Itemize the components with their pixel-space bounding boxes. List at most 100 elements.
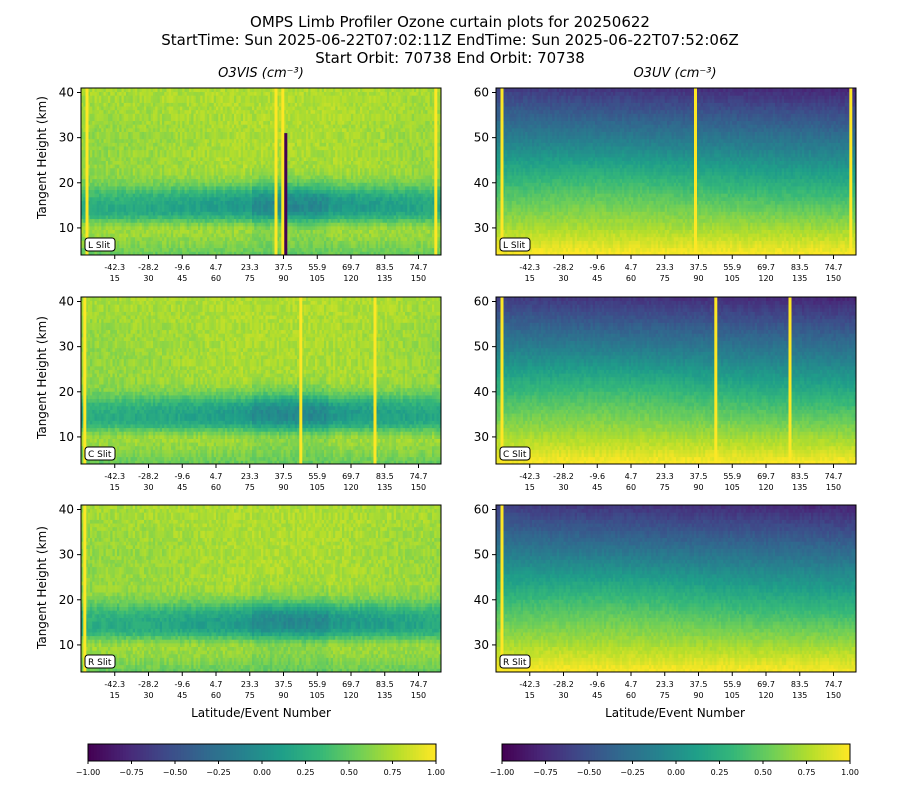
colorbar-tick-label: −0.25	[620, 768, 645, 777]
colorbar-swatch	[574, 744, 578, 761]
colorbar-swatch	[792, 744, 796, 761]
colorbar-swatch	[525, 744, 529, 761]
x-tick-latitude: 83.5	[791, 472, 809, 481]
colorbar-swatch	[380, 744, 385, 761]
axes-frame	[80, 296, 442, 465]
x-tick-event: 90	[278, 483, 288, 492]
x-tick-event: 15	[110, 691, 120, 700]
colorbar-swatch	[832, 744, 836, 761]
colorbar-swatch	[357, 744, 362, 761]
colorbar-swatch	[847, 744, 851, 761]
colorbar-swatch	[407, 744, 411, 761]
colorbar-swatch	[739, 744, 744, 761]
slit-label-box	[84, 237, 116, 252]
colorbar-swatch	[360, 744, 364, 761]
x-tick-event: 30	[143, 274, 153, 283]
colorbar-tick-label: 0.75	[798, 768, 816, 777]
x-tick-event: 120	[758, 274, 773, 283]
colorbar-swatch	[684, 744, 689, 761]
slit-label-box	[499, 237, 531, 252]
x-tick-event: 90	[693, 274, 703, 283]
heatmap-o3uv-r-slit: 30 40 50 60 -42.3 15 -28.2 30 -9.6 45 4.7 60 23.3 75 3…	[474, 503, 857, 700]
colorbar-swatch	[143, 744, 147, 761]
colorbar-swatch	[125, 744, 130, 761]
colorbar-swatch	[818, 744, 822, 761]
colorbar-swatch	[90, 744, 95, 761]
colorbar-swatch	[516, 744, 520, 761]
x-tick-latitude: 69.7	[757, 263, 775, 272]
x-tick-latitude: 4.7	[210, 472, 223, 481]
x-tick-latitude: -28.2	[138, 680, 159, 689]
x-tick-latitude: 4.7	[625, 472, 638, 481]
y-tick-label: 20	[59, 176, 74, 190]
colorbar-swatch	[803, 744, 807, 761]
y-tick-label: 40	[474, 593, 489, 607]
colorbar-swatch	[375, 744, 379, 761]
colorbar-swatch	[528, 744, 532, 761]
colorbar-swatch	[186, 744, 190, 761]
colorbar-swatch	[835, 744, 839, 761]
x-tick-latitude: 69.7	[757, 472, 775, 481]
colorbar-swatch	[412, 744, 417, 761]
colorbar-swatch	[337, 744, 341, 761]
colorbar-swatch	[783, 744, 787, 761]
y-tick-label: 30	[59, 548, 74, 562]
x-tick-latitude: 83.5	[791, 263, 809, 272]
colorbar-swatch	[279, 744, 283, 761]
colorbar-swatch	[305, 744, 309, 761]
colorbar-swatch	[557, 744, 561, 761]
colorbar-swatch	[293, 744, 298, 761]
colorbar-swatch	[609, 744, 613, 761]
x-tick-event: 75	[245, 483, 255, 492]
colorbar-swatch	[299, 744, 304, 761]
colorbar-swatch	[244, 744, 248, 761]
colorbar-swatch	[270, 744, 275, 761]
colorbar-swatch	[433, 744, 437, 761]
y-tick-label: 30	[474, 430, 489, 444]
x-tick-event: 105	[310, 691, 325, 700]
colorbar-swatch	[314, 744, 318, 761]
colorbar-swatch	[702, 744, 706, 761]
colorbar-swatch	[343, 744, 347, 761]
x-tick-event: 60	[626, 691, 636, 700]
colorbar-swatch	[233, 744, 237, 761]
bright-scan-line	[500, 505, 504, 672]
colorbar-swatch	[160, 744, 164, 761]
x-tick-event: 105	[725, 691, 740, 700]
x-tick-latitude: -9.6	[589, 472, 605, 481]
colorbar-swatch	[230, 744, 234, 761]
colorbar-swatch	[690, 744, 694, 761]
colorbar-tick-label: −1.00	[490, 768, 515, 777]
colorbar-swatch	[427, 744, 431, 761]
y-tick-label: 60	[474, 503, 489, 517]
axes-frame	[495, 296, 857, 465]
x-tick-latitude: 74.7	[410, 472, 428, 481]
y-tick-label: 40	[474, 176, 489, 190]
colorbar-tick-label: −0.50	[577, 768, 602, 777]
colorbar-swatch	[826, 744, 831, 761]
x-tick-latitude: 37.5	[690, 472, 708, 481]
colorbar-swatch	[389, 744, 393, 761]
x-tick-event: 60	[626, 274, 636, 283]
colorbar-swatch	[754, 744, 758, 761]
colorbar-swatch	[253, 744, 257, 761]
x-tick-latitude: 4.7	[210, 680, 223, 689]
x-tick-event: 30	[143, 691, 153, 700]
heatmap-o3vis-r-slit: 10 20 30 40 -42.3 15 -28.2 30 -9.6 45 4.7 60 23.3 75 3…	[59, 503, 442, 700]
colorbar-swatch	[655, 744, 660, 761]
x-tick-event: 75	[245, 691, 255, 700]
figure-title-line-2: StartTime: Sun 2025-06-22T07:02:11Z EndT…	[0, 31, 900, 49]
x-tick-latitude: 83.5	[376, 472, 394, 481]
x-tick-latitude: -42.3	[104, 263, 125, 272]
x-tick-event: 150	[411, 691, 426, 700]
colorbar-swatch	[751, 744, 755, 761]
x-tick-event: 45	[177, 274, 187, 283]
colorbar-tick-label: 0.25	[297, 768, 315, 777]
colorbar-swatch	[195, 744, 199, 761]
x-tick-latitude: 23.3	[656, 472, 674, 481]
x-tick-latitude: 4.7	[625, 680, 638, 689]
colorbar-swatch	[96, 744, 101, 761]
colorbar-swatch	[664, 744, 668, 761]
colorbar-tick-label: 0.00	[667, 768, 685, 777]
colorbar-swatch	[311, 744, 315, 761]
